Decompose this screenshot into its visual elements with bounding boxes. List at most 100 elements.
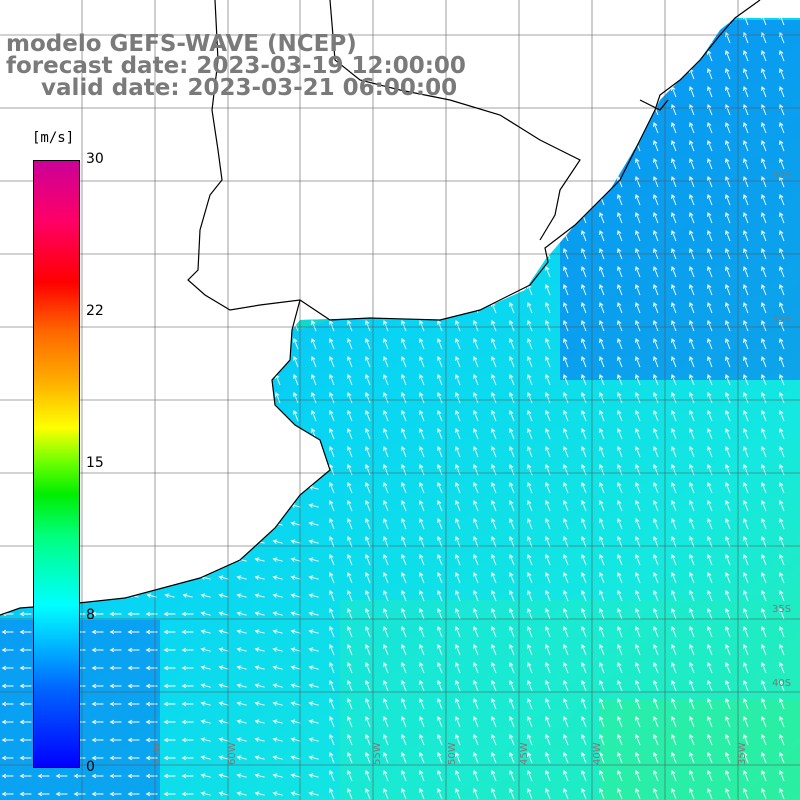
wind-arrow (689, 770, 695, 782)
wind-arrow (455, 608, 461, 620)
wind-arrow (725, 788, 731, 800)
wind-arrow (131, 284, 137, 296)
wind-arrow (401, 158, 407, 170)
wind-arrow (181, 791, 194, 797)
wind-arrow (761, 18, 767, 26)
wind-arrow (383, 788, 389, 800)
wind-arrow (254, 719, 265, 724)
wind-arrow (200, 665, 211, 670)
wind-arrow (185, 104, 191, 116)
wind-arrow (200, 557, 211, 562)
wind-arrow (149, 158, 155, 170)
wind-arrow (761, 716, 767, 728)
wind-arrow (401, 734, 407, 746)
wind-arrow (311, 374, 317, 386)
wind-arrow (509, 410, 515, 422)
wind-arrow (689, 374, 695, 386)
wind-arrow (239, 410, 245, 422)
wind-arrow (509, 18, 515, 26)
wind-arrow (275, 320, 281, 332)
wind-arrow (329, 644, 335, 656)
wind-arrow (145, 719, 158, 725)
wind-arrow (145, 647, 158, 653)
wind-arrow (653, 18, 659, 26)
wind-arrow (599, 590, 605, 602)
wind-arrow (473, 230, 479, 242)
wind-arrow (401, 374, 407, 386)
wind-arrow (293, 356, 299, 368)
wind-arrow (181, 755, 194, 761)
wind-arrow (671, 734, 677, 746)
wind-arrow (671, 140, 677, 152)
wind-arrow (563, 410, 569, 422)
wind-arrow (149, 446, 155, 458)
wind-arrow (509, 50, 515, 62)
wind-arrow (491, 86, 497, 98)
wind-arrow (653, 32, 659, 44)
wind-arrow (239, 194, 245, 206)
wind-arrow (707, 140, 713, 152)
wind-arrow (109, 701, 122, 707)
wind-arrow (743, 50, 749, 62)
wind-arrow (311, 410, 317, 422)
wind-arrow (329, 482, 335, 494)
wind-arrow (743, 302, 749, 314)
wind-arrow (707, 698, 713, 710)
wind-arrow (473, 536, 479, 548)
wind-arrow (239, 338, 245, 350)
wind-arrow (689, 230, 695, 242)
wind-arrow (563, 122, 569, 134)
wind-arrow (131, 194, 137, 206)
wind-arrow (671, 320, 677, 332)
wind-arrow (563, 158, 569, 170)
wind-arrow (365, 176, 371, 188)
wind-arrow (653, 320, 659, 332)
wind-arrow (527, 176, 533, 188)
wind-arrow (5, 86, 11, 98)
wind-arrow (563, 698, 569, 710)
wind-arrow (689, 392, 695, 404)
wind-arrow (19, 791, 32, 797)
wind-arrow (128, 503, 139, 508)
wind-arrow (221, 104, 227, 116)
wind-arrow (761, 194, 767, 206)
wind-arrow (653, 554, 659, 566)
wind-arrow (455, 626, 461, 638)
wind-arrow (599, 266, 605, 278)
wind-arrow (527, 356, 533, 368)
wind-arrow (707, 518, 713, 530)
wind-arrow (581, 68, 587, 80)
wind-arrow (635, 752, 641, 764)
wind-arrow (779, 716, 785, 728)
wind-arrow (163, 791, 176, 797)
wind-arrow (239, 104, 245, 116)
wind-arrow (254, 575, 265, 580)
wind-arrow (581, 356, 587, 368)
wind-arrow (725, 320, 731, 332)
wind-arrow (145, 791, 158, 797)
wind-arrow (509, 482, 515, 494)
wind-arrow (164, 485, 175, 490)
wind-arrow (1, 773, 14, 779)
wind-arrow (689, 680, 695, 692)
wind-arrow (671, 500, 677, 512)
wind-arrow (491, 392, 497, 404)
wind-arrow (419, 104, 425, 116)
wind-arrow (617, 770, 623, 782)
wind-arrow (221, 374, 227, 386)
wind-arrow (113, 338, 119, 350)
wind-arrow (725, 752, 731, 764)
wind-arrow (203, 374, 209, 386)
wind-arrow (581, 698, 587, 710)
wind-arrow (365, 18, 371, 26)
wind-arrow (131, 320, 137, 332)
wind-arrow (473, 734, 479, 746)
wind-arrow (365, 32, 371, 44)
wind-arrow (671, 716, 677, 728)
wind-arrow (599, 626, 605, 638)
wind-arrow (311, 356, 317, 368)
wind-arrow (275, 338, 281, 350)
wind-arrow (599, 482, 605, 494)
wind-arrow (149, 284, 155, 296)
wind-arrow (110, 503, 121, 508)
